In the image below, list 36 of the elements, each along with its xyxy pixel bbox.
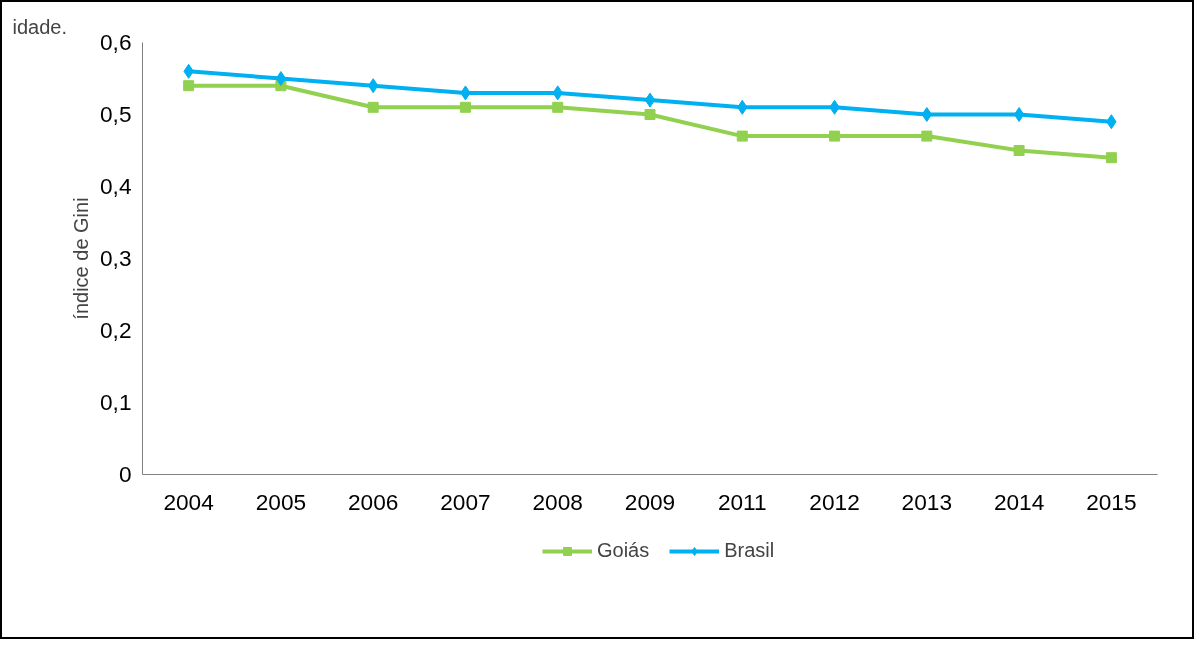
x-tick-label: 2007: [440, 488, 491, 515]
point: [736, 130, 748, 142]
point: [275, 71, 287, 86]
x-tick-label: 2012: [809, 488, 860, 515]
y-tick-label: 0,1: [100, 389, 132, 415]
point: [1013, 145, 1025, 156]
point: [829, 130, 841, 142]
point: [552, 101, 564, 113]
legend-label: Brasil: [724, 539, 775, 562]
x-tick-label: 2004: [163, 488, 214, 515]
y-tick-label: 0: [118, 461, 132, 487]
x-tick-label: 2009: [624, 488, 676, 515]
point: [644, 92, 656, 108]
point: [1013, 107, 1025, 122]
x-tick-label: 2013: [901, 488, 953, 515]
x-tick-label: 2006: [347, 488, 399, 515]
point: [921, 107, 932, 122]
y-axis-title: índice de Gini: [70, 197, 92, 320]
y-tick-label: 0,2: [100, 317, 132, 343]
point: [644, 109, 656, 120]
point: [459, 101, 471, 113]
text: idade.: [12, 15, 67, 38]
point: [183, 80, 195, 92]
x-tick-label: 2014: [993, 488, 1045, 515]
y-tick-label: 0,6: [100, 29, 132, 55]
x-tick-label: 2015: [1086, 488, 1137, 515]
x-tick-label: 2011: [717, 488, 767, 515]
x-tick-label: 2008: [532, 488, 583, 515]
x-tick-label: 2005: [255, 488, 307, 515]
legend-label: Goiás: [597, 539, 650, 562]
point: [921, 130, 933, 142]
y-tick-label: 0,4: [100, 173, 132, 199]
y-tick-label: 0,5: [100, 101, 132, 127]
point: [367, 101, 379, 113]
y-tick-label: 0,3: [100, 245, 132, 271]
point: [1105, 152, 1117, 164]
